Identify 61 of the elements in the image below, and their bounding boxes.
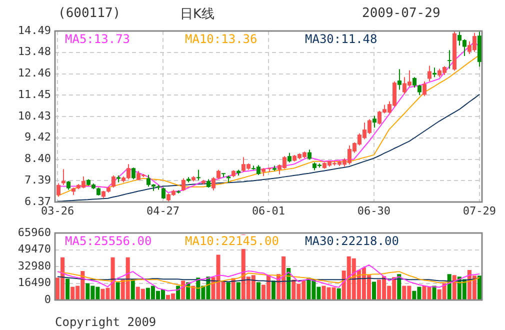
bar xyxy=(226,282,230,300)
y-tick-label: 8.40 xyxy=(24,152,51,166)
text: MA30:22218.00 xyxy=(305,234,399,248)
text: MA5:13.73 xyxy=(65,32,130,46)
candlestick xyxy=(112,174,116,188)
x-tick-label: 04-27 xyxy=(146,204,180,218)
bar xyxy=(181,280,186,300)
x-tick-label: 03-26 xyxy=(40,204,74,218)
bar xyxy=(372,282,376,300)
y-tick-label: 16490 xyxy=(18,276,51,290)
bar xyxy=(272,280,276,300)
y-tick-label: 9.42 xyxy=(24,130,51,144)
bar xyxy=(66,278,70,300)
candlestick xyxy=(62,168,66,186)
chart-title: 日K线 xyxy=(180,6,215,23)
bar xyxy=(397,274,402,300)
text: (600117) xyxy=(58,6,121,21)
candlestick xyxy=(418,84,422,96)
bar xyxy=(176,286,180,300)
text: MA30:11.48 xyxy=(305,32,378,46)
candlestick xyxy=(288,152,292,163)
candlestick xyxy=(212,176,216,191)
bar xyxy=(236,282,240,300)
candlestick xyxy=(428,65,432,82)
bar xyxy=(477,276,482,300)
bar xyxy=(336,288,341,300)
x-tick-label: 06-01 xyxy=(252,204,286,218)
candlestick xyxy=(56,182,60,198)
y-tick-label: 12.46 xyxy=(18,66,51,80)
y-tick-label: 13.48 xyxy=(18,45,51,58)
bar xyxy=(256,282,260,300)
candlestick xyxy=(182,178,186,192)
candlestick xyxy=(398,68,402,90)
candlestick xyxy=(162,187,166,200)
candlestick xyxy=(216,169,220,180)
text: MA10:13.36 xyxy=(185,32,258,46)
candlestick xyxy=(196,169,200,181)
text: MA10:22145.00 xyxy=(185,234,279,248)
text: 2009-07-29 xyxy=(362,6,440,21)
y-tick-label: 11.45 xyxy=(18,88,51,101)
bar xyxy=(231,278,236,300)
y-tick-label: 7.39 xyxy=(24,173,51,186)
y-tick-label: 14.49 xyxy=(18,24,51,37)
bar xyxy=(116,282,120,300)
candlestick xyxy=(132,167,136,180)
y-tick-label: 32980 xyxy=(18,259,51,272)
candlestick xyxy=(422,80,426,97)
candlestick xyxy=(412,76,416,88)
bar xyxy=(130,279,135,300)
candlestick xyxy=(448,50,452,70)
y-tick-label: 49470 xyxy=(18,242,51,256)
candlestick xyxy=(308,149,312,160)
x-tick-label: 06-30 xyxy=(357,204,391,218)
x-tick-label: 07-29 xyxy=(462,204,496,218)
text: Copyright 2009 xyxy=(55,315,156,329)
y-tick-label: 10.43 xyxy=(18,109,51,122)
y-tick-label: 65960 xyxy=(18,226,51,239)
candlestick xyxy=(372,115,376,128)
bar xyxy=(452,275,456,300)
text: MA5:25556.00 xyxy=(65,234,152,248)
y-tick-label: 0 xyxy=(44,292,51,306)
